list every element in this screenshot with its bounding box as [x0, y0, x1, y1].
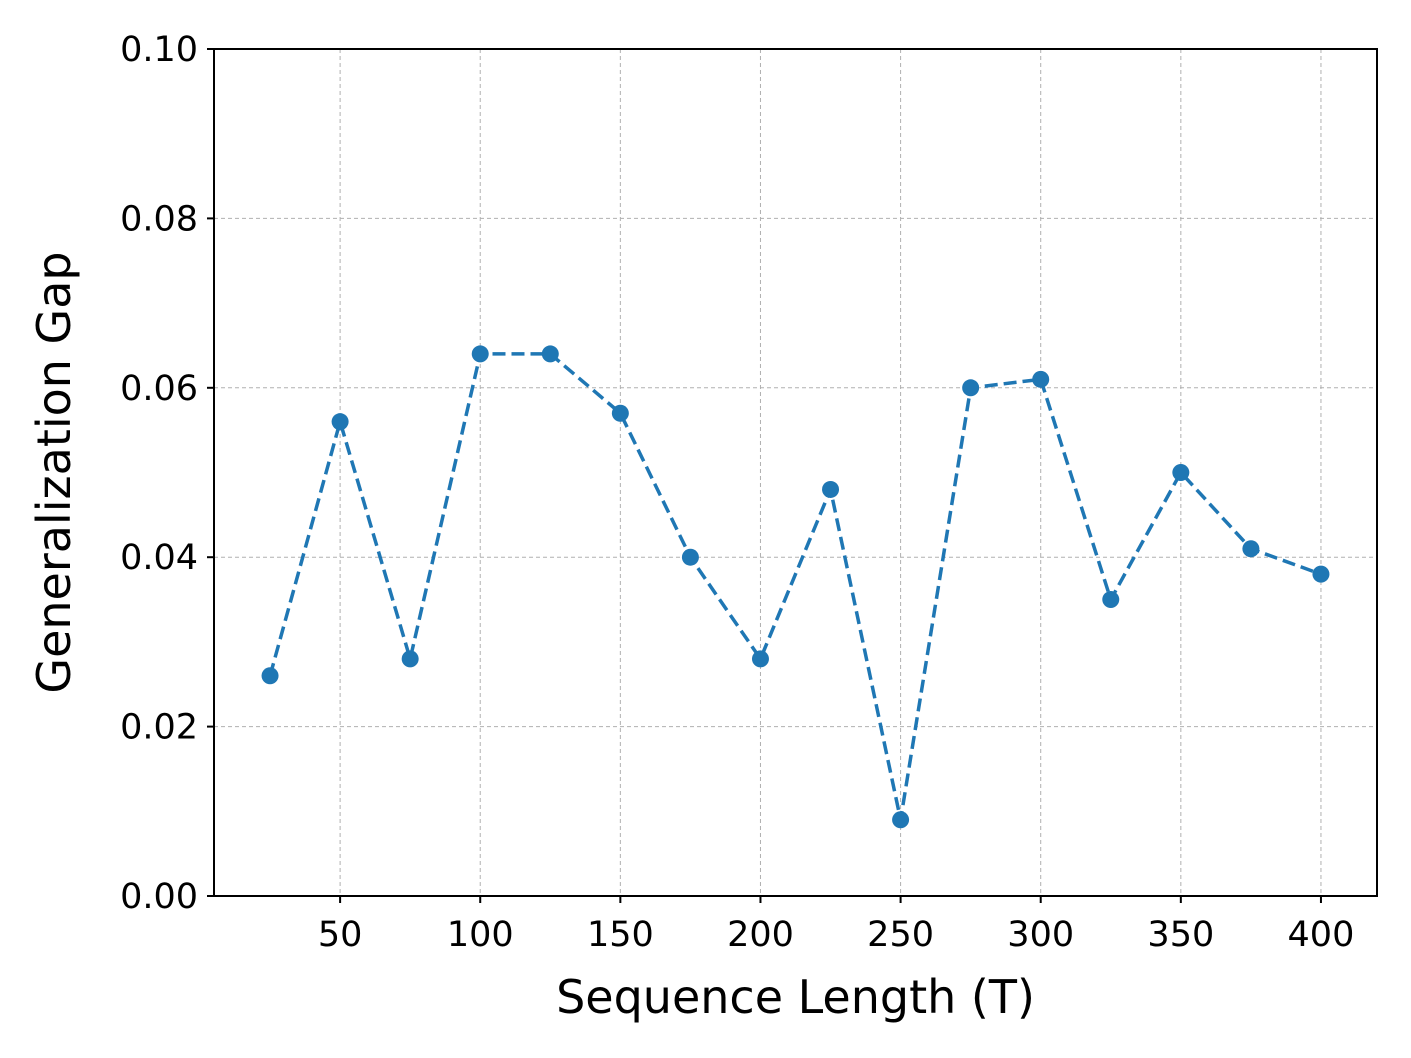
- x-tick-label: 100: [447, 915, 514, 955]
- axis-ticks: 50 100 150 200 250 300 350 400 0.00 0.02 0.04 0.06 0…: [120, 30, 1354, 955]
- x-tick-label: 50: [318, 915, 363, 955]
- data-point: [1312, 565, 1330, 583]
- data-point: [1242, 540, 1260, 558]
- data-point: [261, 667, 279, 685]
- x-tick-label: 200: [727, 915, 794, 955]
- data-point: [541, 345, 559, 363]
- x-tick-label: 400: [1288, 915, 1355, 955]
- x-tick-label: 150: [587, 915, 654, 955]
- y-tick-label: 0.02: [120, 708, 198, 748]
- x-tick-label: 350: [1147, 915, 1214, 955]
- data-point: [1102, 591, 1120, 609]
- data-point: [962, 379, 980, 397]
- series-layer: [261, 345, 1330, 829]
- grid-lines: [214, 48, 1377, 897]
- data-point: [401, 650, 419, 668]
- x-axis-title: Sequence Length (T): [556, 970, 1035, 1024]
- data-point: [892, 811, 910, 829]
- data-point: [751, 650, 769, 668]
- y-tick-label: 0.08: [120, 199, 198, 239]
- y-tick-label: 0.04: [120, 538, 198, 578]
- series-line: [268, 352, 1322, 822]
- data-point: [681, 548, 699, 566]
- data-point: [1032, 370, 1050, 388]
- data-point: [331, 413, 349, 431]
- y-tick-label: 0.00: [120, 877, 198, 917]
- data-point: [471, 345, 489, 363]
- plot-frame: [213, 48, 1378, 897]
- x-tick-label: 300: [1007, 915, 1074, 955]
- data-point: [1172, 464, 1190, 481]
- data-point: [611, 404, 629, 422]
- y-tick-label: 0.06: [120, 369, 198, 409]
- y-axis-title: Generalization Gap: [27, 251, 81, 693]
- x-tick-label: 250: [867, 915, 934, 955]
- y-tick-label: 0.10: [120, 30, 198, 70]
- data-point: [822, 480, 840, 498]
